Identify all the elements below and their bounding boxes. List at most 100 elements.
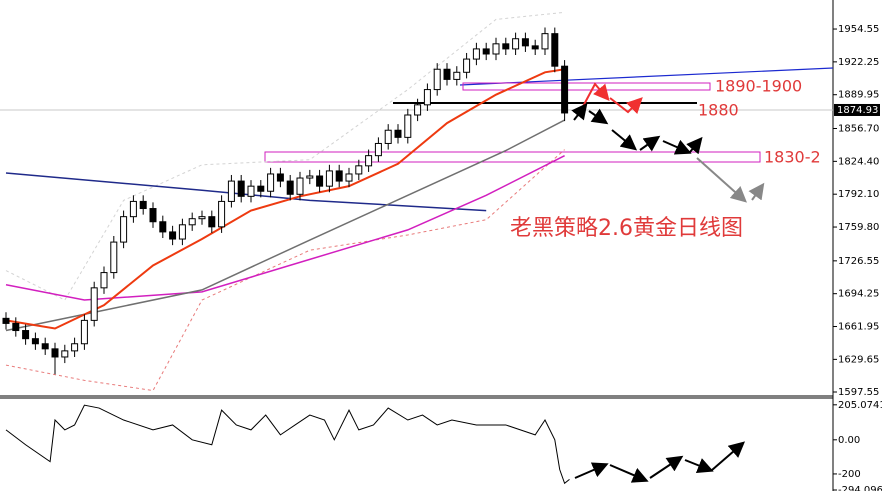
candle-body xyxy=(384,129,392,144)
candle-body xyxy=(12,322,20,332)
candle-body xyxy=(404,114,412,138)
arrow xyxy=(711,441,746,471)
candle-body xyxy=(120,216,128,243)
candle-body xyxy=(561,65,569,114)
candle-body xyxy=(482,48,490,55)
candle-body xyxy=(90,287,98,321)
candle-body xyxy=(41,343,49,350)
candle-body xyxy=(149,208,157,223)
arrow xyxy=(649,455,684,479)
candle-body xyxy=(394,129,402,138)
candle-body xyxy=(51,348,59,358)
y-tick-label: 1661.95 xyxy=(838,322,879,333)
arrow xyxy=(684,458,714,473)
candle-body xyxy=(218,200,226,228)
candle-body xyxy=(100,272,108,289)
candle-body xyxy=(512,38,520,50)
candle-body xyxy=(374,142,382,157)
overlay-line xyxy=(5,172,487,212)
candle-body xyxy=(2,317,10,324)
arrow xyxy=(574,462,609,479)
candle-body xyxy=(198,216,206,220)
y-tick-label: 1824.40 xyxy=(838,156,879,167)
candle-body xyxy=(521,38,529,47)
candle-body xyxy=(316,175,324,187)
annotation: 1890-1900 xyxy=(715,77,802,96)
candle-body xyxy=(296,177,304,195)
candle-body xyxy=(443,68,451,80)
y-tick-label: 1856.70 xyxy=(838,124,879,135)
candle-body xyxy=(502,43,510,50)
candle-body xyxy=(129,200,137,218)
y-tick-label: 0.00 xyxy=(838,435,860,446)
arrow xyxy=(696,157,747,203)
candle-body xyxy=(80,319,88,345)
arrow xyxy=(686,136,703,155)
candle-body xyxy=(433,68,441,91)
candle-body xyxy=(208,216,216,228)
arrow xyxy=(748,182,765,201)
candle-body xyxy=(345,173,353,182)
y-tick-label: 1954.55 xyxy=(838,24,879,35)
candle-body xyxy=(237,180,245,197)
price-label: 1874.93 xyxy=(837,105,878,116)
y-tick-label: 1597.55 xyxy=(838,387,879,398)
annotation: 1830-2 xyxy=(764,148,821,167)
candle-body xyxy=(551,33,559,67)
candle-body xyxy=(169,231,177,240)
candle-body xyxy=(247,185,255,197)
y-tick-label: 1694.25 xyxy=(838,289,879,300)
candle-body xyxy=(286,180,294,195)
candle-body xyxy=(306,175,314,179)
arrow xyxy=(609,97,643,115)
zone-box xyxy=(462,82,711,91)
candle-body xyxy=(188,218,196,226)
overlay-line xyxy=(5,119,565,332)
y-tick-label: 1726.55 xyxy=(838,256,879,267)
candle-body xyxy=(365,155,373,167)
y-tick-label: 1759.80 xyxy=(838,222,879,233)
marks xyxy=(2,11,570,485)
candle-body xyxy=(110,241,118,274)
candle-body xyxy=(71,343,79,352)
arrow xyxy=(609,464,649,483)
y-tick-label: 1629.65 xyxy=(838,354,879,365)
annotation: 1880 xyxy=(698,101,739,120)
arrow xyxy=(579,82,610,113)
candle-body xyxy=(472,48,480,60)
candle-body xyxy=(257,185,265,192)
zone-box xyxy=(264,151,761,163)
y-tick-label: 1922.25 xyxy=(838,57,879,68)
y-tick-label: 1889.95 xyxy=(838,90,879,101)
chart-title: 老黑策略2.6黄金日线图 xyxy=(510,216,743,241)
overlay-line xyxy=(5,154,565,301)
candle-body xyxy=(414,104,422,116)
candle-body xyxy=(267,173,275,192)
candle-body xyxy=(453,71,461,80)
y-tick-label: -294.0963 xyxy=(838,485,882,491)
arrow xyxy=(588,108,609,125)
y-tick-label: 205.0741 xyxy=(838,400,882,411)
candle-body xyxy=(139,200,147,210)
candle-body xyxy=(463,58,471,73)
arrows xyxy=(571,82,765,483)
arrow xyxy=(662,139,692,155)
candle-body xyxy=(531,45,539,50)
price-box xyxy=(834,103,880,116)
arrow xyxy=(611,129,638,151)
y-tick-label: 1792.10 xyxy=(838,189,879,200)
candle-body xyxy=(61,350,69,358)
candle-body xyxy=(227,180,235,202)
candle-body xyxy=(335,170,343,182)
candle-body xyxy=(159,221,167,233)
candle-body xyxy=(31,338,39,345)
arrow xyxy=(639,135,661,152)
oscillator-line xyxy=(5,404,570,485)
candle-body xyxy=(178,224,186,240)
candle-body xyxy=(541,33,549,50)
candle-body xyxy=(355,165,363,175)
candle-body xyxy=(276,173,284,182)
